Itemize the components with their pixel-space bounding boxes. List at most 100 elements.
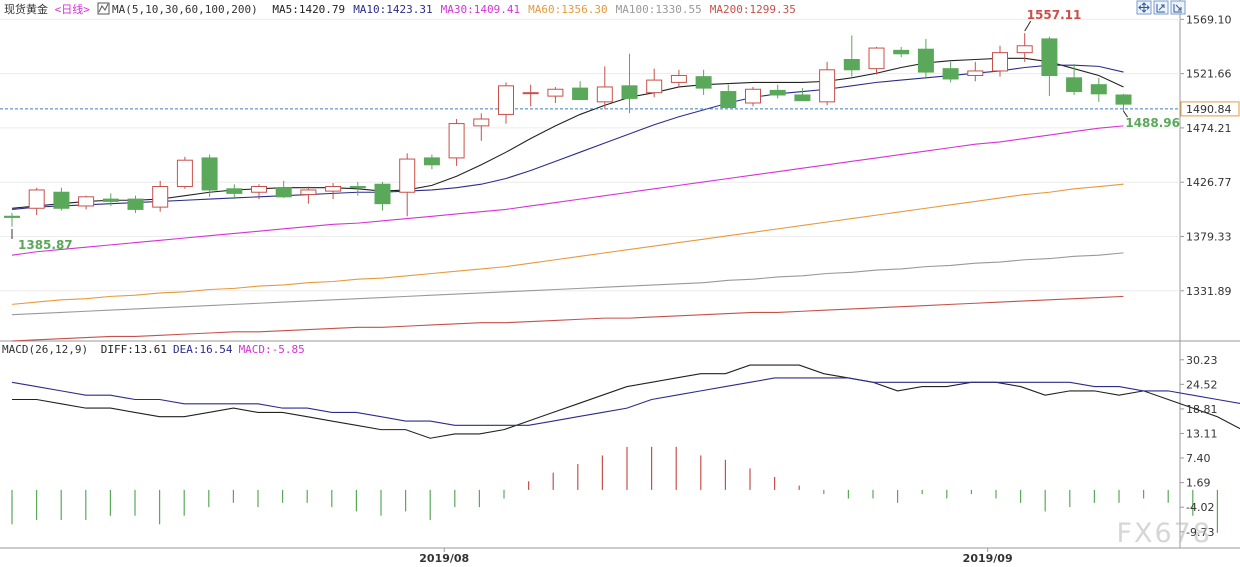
macd-tick-label: 24.52 <box>1186 378 1218 391</box>
candle <box>78 195 95 210</box>
candle <box>374 181 391 211</box>
candle <box>769 84 786 99</box>
candle-body <box>275 187 292 198</box>
macd-histogram <box>11 446 1219 533</box>
macd-line-diff <box>12 364 1240 439</box>
candle <box>399 153 416 217</box>
candle-body <box>942 68 959 80</box>
candle <box>28 187 45 216</box>
svg-text:现货黄金 <日线>: 现货黄金 <日线> <box>4 2 90 16</box>
candle <box>794 88 811 102</box>
candle-body <box>621 85 638 99</box>
macd-tick-label: 1.69 <box>1186 477 1211 490</box>
candle-body <box>1041 38 1058 77</box>
y-tick-label: 1331.89 <box>1186 285 1232 298</box>
price-annotations: 1557.11 1385.87 1488.96 <box>11 8 1180 252</box>
candle-body <box>720 91 737 109</box>
macd-tick-label: 30.23 <box>1186 354 1218 367</box>
candle <box>596 66 613 109</box>
candle <box>473 113 490 141</box>
price-axis: 1569.10 1521.66 1474.21 1426.77 1379.33 1331.… <box>1180 13 1240 298</box>
ma-indicator-icon[interactable] <box>97 2 110 15</box>
candle-body <box>325 186 342 192</box>
candle-body <box>152 186 169 208</box>
candle <box>670 69 687 87</box>
candle-body <box>53 191 70 209</box>
high-label: 1557.11 <box>1027 8 1082 22</box>
macd-indicator-label: MACD(26,12,9) <box>2 343 88 356</box>
candle-body <box>794 94 811 102</box>
ma-value: MA10:1423.31 <box>353 3 432 16</box>
ma-value: MA100:1330.55 <box>616 3 702 16</box>
ma-line-ma100 <box>11 252 1124 316</box>
candle <box>942 61 959 83</box>
zoom-out-icon[interactable] <box>1170 0 1186 15</box>
y-tick-label: 1569.10 <box>1186 13 1232 26</box>
candle-body <box>522 92 539 95</box>
zoom-in-icon[interactable] <box>1153 0 1169 15</box>
candle <box>176 156 193 189</box>
candle-body <box>646 79 663 94</box>
macd-tick-label: 7.40 <box>1186 452 1211 465</box>
candle <box>251 184 267 200</box>
low-label: 1385.87 <box>18 238 73 252</box>
candle <box>1115 93 1132 111</box>
candle <box>201 154 218 197</box>
candle-body <box>917 48 934 73</box>
candle-body <box>967 70 984 77</box>
candle <box>522 84 539 107</box>
chart-toolbar <box>1136 0 1186 15</box>
candle-body <box>399 158 416 193</box>
candle-body <box>201 157 218 191</box>
candle-body <box>1066 77 1083 93</box>
candle <box>1090 77 1107 102</box>
candle-body <box>300 189 317 196</box>
candle <box>423 154 440 170</box>
candle <box>720 84 737 109</box>
last-low-marker <box>1123 110 1128 118</box>
candle <box>498 82 514 124</box>
candle-body <box>843 59 860 71</box>
candle <box>275 180 292 198</box>
watermark: FX678 <box>1116 518 1212 549</box>
candle-body <box>498 85 514 115</box>
grid-lines <box>0 0 1240 549</box>
candle <box>1016 33 1033 62</box>
candle-body <box>670 75 687 83</box>
macd-line-dea <box>11 377 1240 426</box>
candle-body <box>226 188 243 194</box>
candle <box>572 81 589 101</box>
candle-body <box>1016 45 1033 54</box>
ma-line-ma30 <box>11 125 1124 256</box>
candle-body <box>893 49 910 55</box>
y-tick-label: 1426.77 <box>1186 176 1232 189</box>
candle-body <box>349 186 366 189</box>
candle-body <box>127 198 144 210</box>
candle-body <box>448 123 465 159</box>
moving-average-lines <box>0 57 1180 342</box>
candle-body <box>473 118 490 127</box>
ma-value: MA200:1299.35 <box>710 3 796 16</box>
ma-line-ma200 <box>11 295 1124 342</box>
candle <box>300 186 317 204</box>
macd-tick-label: -9.73 <box>1186 526 1214 539</box>
candle <box>819 61 836 106</box>
candle-body <box>572 87 589 101</box>
candle <box>992 45 1008 77</box>
candle-body <box>251 186 267 193</box>
candle <box>152 180 169 212</box>
date-axis: 2019/08 2019/09 <box>419 548 1013 565</box>
candle <box>53 187 70 211</box>
candle <box>917 38 934 79</box>
candle <box>325 183 342 200</box>
candle <box>1041 36 1058 97</box>
move-icon[interactable] <box>1136 0 1152 15</box>
candle-body <box>745 88 761 104</box>
high-marker <box>1024 20 1032 32</box>
candle-body <box>102 198 119 202</box>
candle <box>967 61 984 82</box>
candle <box>349 181 366 196</box>
candle <box>226 184 243 200</box>
candle-body <box>176 159 193 188</box>
